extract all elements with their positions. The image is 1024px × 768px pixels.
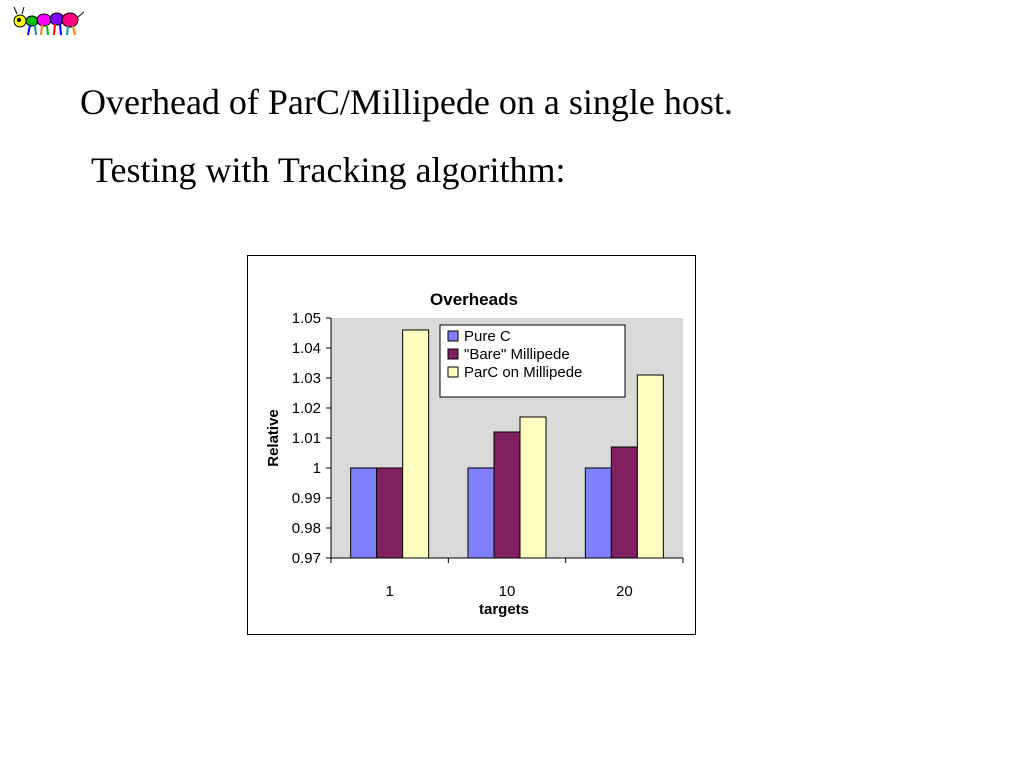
- bar: [610, 446, 638, 559]
- x-axis-label: targets: [479, 601, 529, 618]
- slide-subtitle-line-2: Testing with Tracking algorithm:: [91, 150, 566, 190]
- bar: [402, 329, 430, 559]
- legend-swatch: [447, 330, 459, 342]
- ant-logo-icon: [12, 4, 86, 38]
- y-tick-label: 1: [313, 460, 321, 477]
- y-tick-label: 1.04: [292, 340, 321, 357]
- bar: [636, 374, 664, 559]
- legend-box: [439, 324, 626, 398]
- y-tick-label: 0.99: [292, 490, 321, 507]
- bar: [584, 467, 612, 559]
- x-tick-label: 1: [385, 583, 393, 600]
- y-tick-label: 1.03: [292, 370, 321, 387]
- y-tick-label: 0.97: [292, 550, 321, 567]
- bar: [519, 416, 547, 559]
- legend-label: Pure C: [464, 328, 511, 345]
- bar-chart: Overheads Relative targets 0.97 0.98 0.99 1…: [265, 290, 684, 618]
- y-tick-label: 1.02: [292, 400, 321, 417]
- y-tick-label: 0.98: [292, 520, 321, 537]
- y-tick-label: 1.05: [292, 310, 321, 327]
- legend-swatch: [447, 366, 459, 378]
- chart-frame: Overheads Relative targets 0.97 0.98 0.99 1…: [247, 255, 696, 635]
- slide-title-line-1: Overhead of ParC/Millipede on a single h…: [80, 82, 733, 122]
- bar: [493, 431, 521, 559]
- x-tick-label: 10: [499, 583, 516, 600]
- y-axis-label: Relative: [265, 409, 282, 467]
- legend-swatch: [447, 348, 459, 360]
- x-tick-label: 20: [616, 583, 633, 600]
- bar: [376, 467, 404, 559]
- y-tick-label: 1.01: [292, 430, 321, 447]
- legend-label: ParC on Millipede: [464, 364, 582, 381]
- bar: [467, 467, 495, 559]
- legend-label: "Bare" Millipede: [464, 346, 570, 363]
- chart-title: Overheads: [430, 290, 518, 309]
- bar: [350, 467, 378, 559]
